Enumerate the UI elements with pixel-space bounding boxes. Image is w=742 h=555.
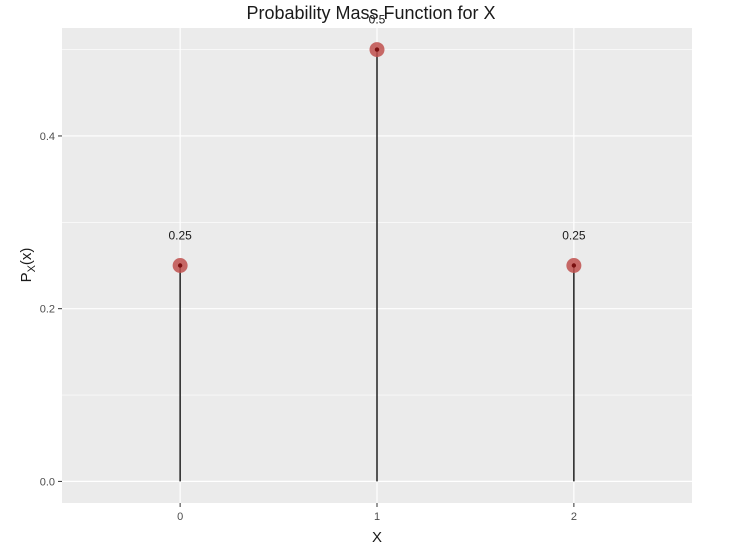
y-axis-title: PX(x) — [18, 248, 38, 283]
x-tick-label: 1 — [374, 511, 380, 523]
data-point-center — [177, 263, 183, 268]
stems — [179, 49, 575, 482]
y-tick-label: 0.0 — [40, 476, 55, 488]
x-axis: 0 1 2 — [177, 503, 577, 523]
x-tick-label: 0 — [177, 511, 183, 523]
x-tick-label: 2 — [571, 511, 577, 523]
y-tick-label: 0.4 — [40, 131, 55, 143]
data-label: 0.5 — [369, 13, 386, 27]
data-point-center — [571, 263, 577, 268]
chart-title: Probability Mass Function for X — [246, 3, 496, 23]
y-tick-label: 0.2 — [40, 304, 55, 316]
x-axis-title: X — [372, 529, 382, 546]
data-label: 0.25 — [168, 229, 192, 243]
data-labels: 0.25 0.5 0.25 — [168, 13, 585, 243]
data-point-center — [374, 47, 380, 52]
y-axis: 0.0 0.2 0.4 — [40, 131, 62, 488]
data-points — [172, 42, 582, 273]
data-label: 0.25 — [562, 229, 586, 243]
